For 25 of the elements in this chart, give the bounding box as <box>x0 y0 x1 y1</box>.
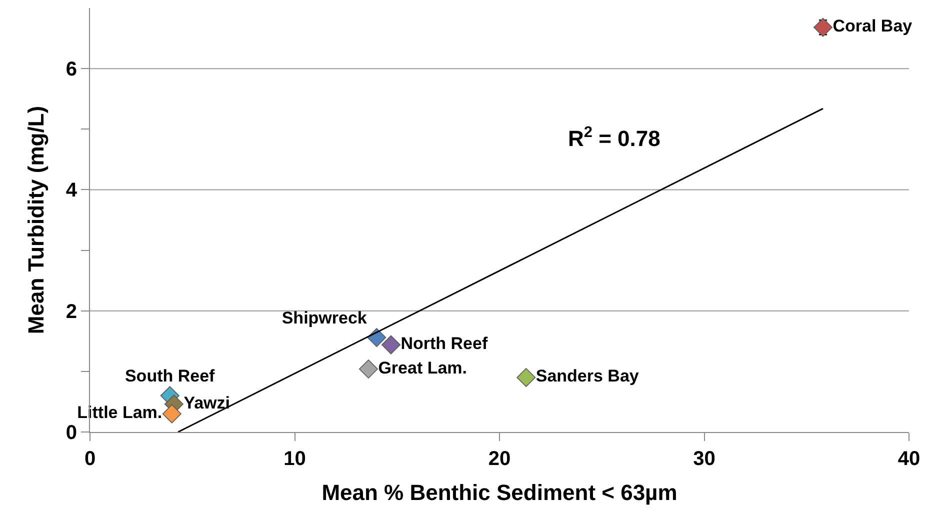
series-label: Shipwreck <box>282 308 368 328</box>
y-tick-label: 2 <box>66 300 77 323</box>
point <box>516 368 536 387</box>
point <box>162 404 182 424</box>
series-label: Yawzi <box>184 393 230 412</box>
y-tick-label: 0 <box>66 422 77 444</box>
x-tick-label: 40 <box>898 448 920 470</box>
point <box>814 18 833 37</box>
annotation: R$^{2}$ = 0.78 <box>568 124 660 152</box>
y-axis-title: Mean Turbidity (mg/L) <box>24 106 49 334</box>
x-tick-label: 10 <box>284 448 306 470</box>
point <box>381 335 400 354</box>
x-tick-label: 20 <box>488 448 511 470</box>
y-tick-label: 6 <box>66 58 77 81</box>
point <box>367 328 386 348</box>
series-label: North Reef <box>400 334 488 354</box>
series-label: Sanders Bay <box>536 366 640 386</box>
x-axis-title: Mean % Benthic Sediment < 63µm <box>322 480 678 505</box>
series-label: South Reef <box>124 366 216 386</box>
y-tick-label: 4 <box>66 180 78 202</box>
point <box>358 360 378 379</box>
x-tick-label: 0 <box>84 448 96 470</box>
x-tick-label: 30 <box>693 448 716 470</box>
series-label: Coral Bay <box>832 16 913 36</box>
series-label: Great Lam. <box>378 358 468 378</box>
